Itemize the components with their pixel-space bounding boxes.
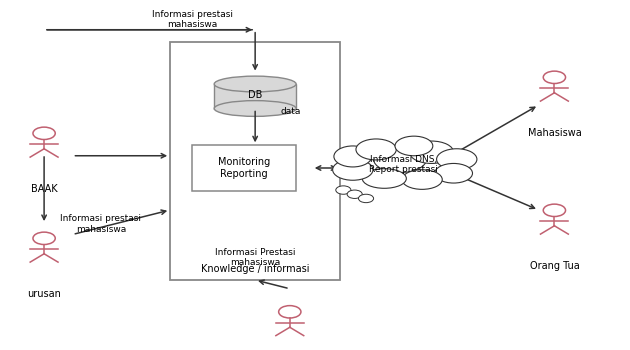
FancyBboxPatch shape: [214, 84, 296, 108]
Text: Informasi prestasi
mahasiswa: Informasi prestasi mahasiswa: [60, 214, 141, 234]
Ellipse shape: [402, 170, 442, 189]
Text: Informasi prestasi
mahasiswa: Informasi prestasi mahasiswa: [152, 9, 232, 29]
FancyBboxPatch shape: [192, 145, 296, 191]
Ellipse shape: [362, 169, 406, 188]
Text: DB: DB: [248, 90, 262, 100]
Ellipse shape: [435, 163, 472, 183]
Ellipse shape: [437, 149, 477, 170]
Text: Informasi Prestasi
mahasiswa: Informasi Prestasi mahasiswa: [215, 247, 295, 267]
Ellipse shape: [334, 146, 372, 167]
Ellipse shape: [214, 101, 296, 117]
Ellipse shape: [395, 136, 433, 156]
Text: Knowledge / informasi: Knowledge / informasi: [201, 264, 309, 274]
Ellipse shape: [214, 76, 296, 92]
Ellipse shape: [333, 159, 373, 180]
Circle shape: [358, 194, 374, 203]
Text: data: data: [280, 107, 301, 117]
Text: Orang Tua: Orang Tua: [530, 261, 579, 271]
Circle shape: [336, 186, 351, 194]
Text: Mahasiswa: Mahasiswa: [527, 128, 581, 138]
Circle shape: [347, 190, 362, 198]
Text: Monitoring
Reporting: Monitoring Reporting: [218, 157, 270, 179]
Ellipse shape: [356, 139, 396, 160]
Ellipse shape: [374, 146, 427, 173]
Ellipse shape: [410, 141, 454, 163]
Text: BAAK: BAAK: [31, 184, 57, 194]
FancyBboxPatch shape: [170, 42, 340, 280]
Text: urusan: urusan: [27, 289, 61, 299]
Text: Informasi DNS,
Report prestasi: Informasi DNS, Report prestasi: [369, 155, 438, 174]
